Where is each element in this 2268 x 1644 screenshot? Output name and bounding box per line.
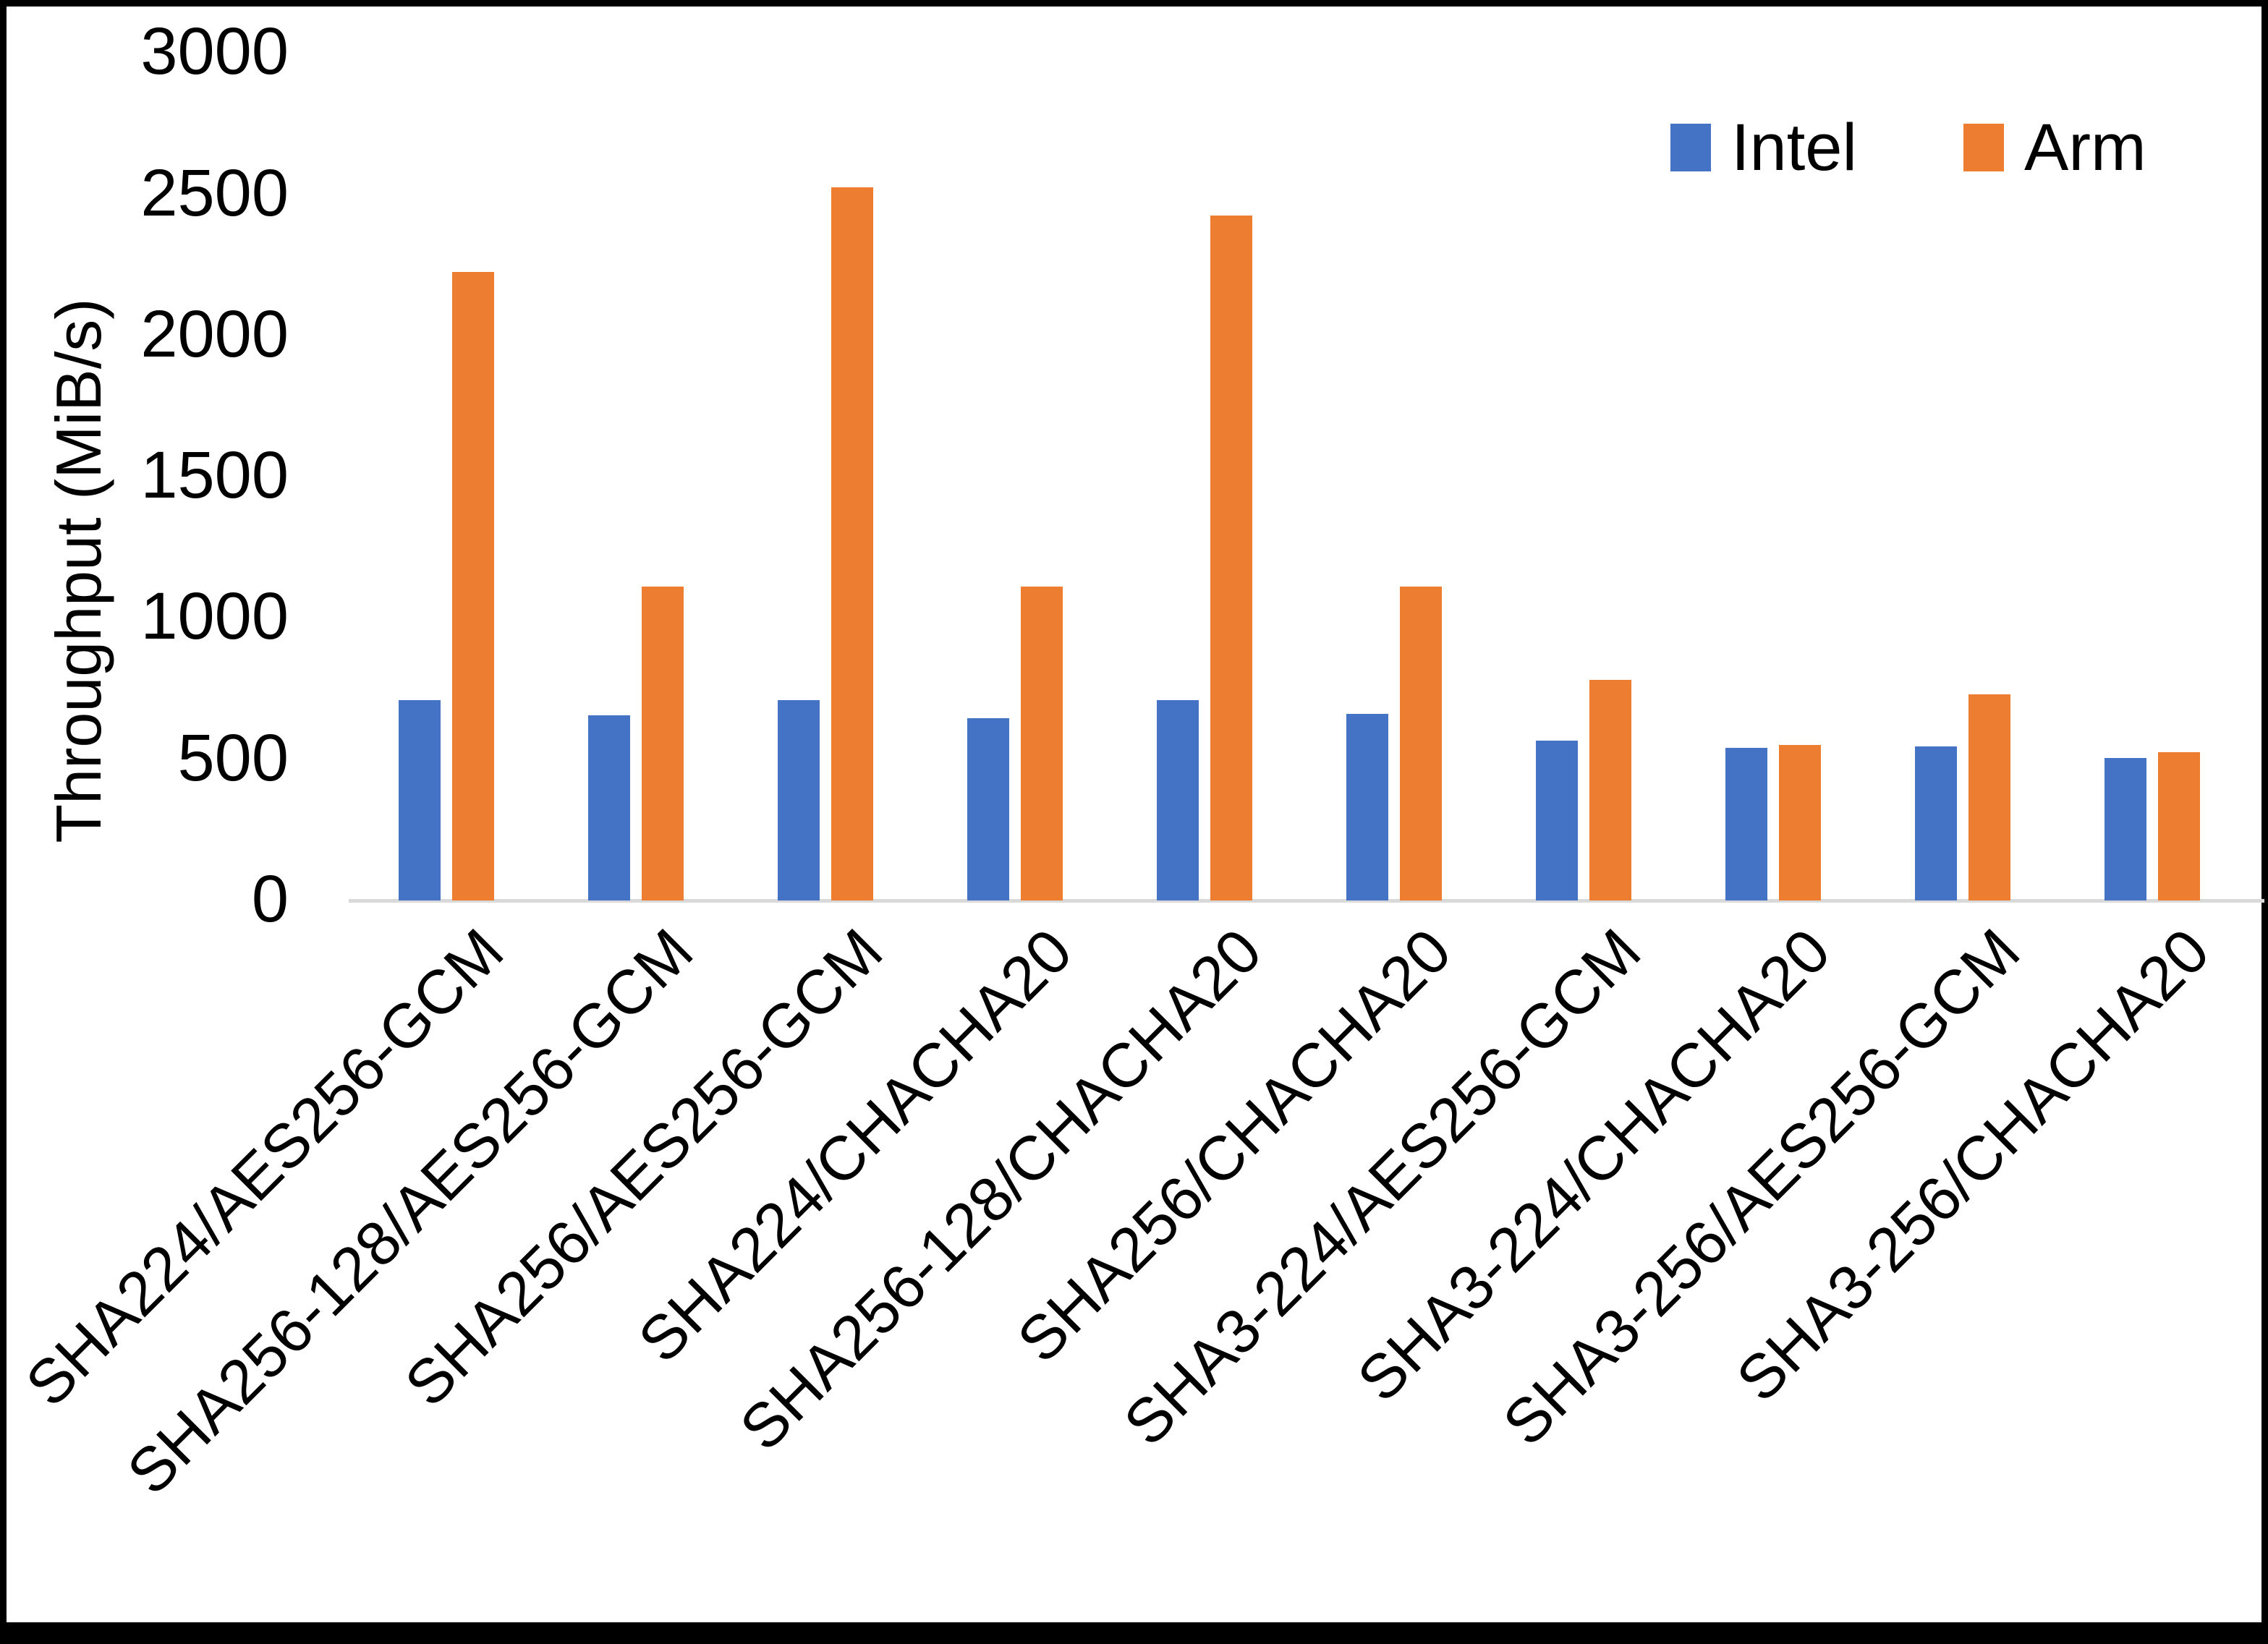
bar-arm-3 xyxy=(1021,587,1063,900)
y-tick-label-0: 0 xyxy=(251,862,289,937)
bar-intel-5 xyxy=(1346,714,1388,900)
bar-intel-1 xyxy=(588,715,630,900)
y-tick-label-1000: 1000 xyxy=(140,579,289,654)
y-tick-label-500: 500 xyxy=(177,720,289,795)
bar-intel-3 xyxy=(967,718,1009,900)
bar-intel-2 xyxy=(778,700,820,900)
bar-arm-2 xyxy=(831,187,873,900)
bar-arm-6 xyxy=(1589,680,1631,900)
legend-item-intel: Intel xyxy=(1670,108,1857,187)
legend-item-arm: Arm xyxy=(1963,108,2146,187)
bar-intel-0 xyxy=(399,700,441,900)
legend-swatch-intel xyxy=(1670,124,1711,171)
bar-intel-8 xyxy=(1915,746,1957,900)
bar-arm-0 xyxy=(452,272,494,900)
bar-arm-5 xyxy=(1400,587,1442,900)
bar-intel-4 xyxy=(1157,700,1199,900)
y-tick-label-2500: 2500 xyxy=(140,156,289,230)
legend: Intel Arm xyxy=(7,108,2261,187)
bar-arm-9 xyxy=(2158,752,2200,900)
bar-arm-7 xyxy=(1779,745,1821,900)
bar-arm-8 xyxy=(1968,694,2010,900)
bar-intel-6 xyxy=(1536,741,1578,900)
legend-label-intel: Intel xyxy=(1731,111,1857,184)
legend-label-arm: Arm xyxy=(2024,111,2146,184)
legend-swatch-arm xyxy=(1963,124,2004,171)
y-tick-label-2000: 2000 xyxy=(140,297,289,371)
bar-arm-1 xyxy=(642,587,684,900)
bar-arm-4 xyxy=(1210,216,1252,900)
x-axis-line xyxy=(349,899,2264,903)
bar-intel-9 xyxy=(2105,758,2146,900)
y-tick-label-3000: 3000 xyxy=(140,14,289,89)
y-tick-label-1500: 1500 xyxy=(140,438,289,513)
bar-intel-7 xyxy=(1725,748,1767,900)
